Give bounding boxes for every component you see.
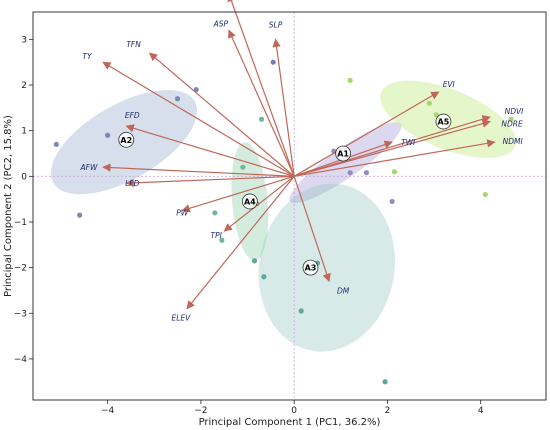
loading-label-ndvi: NDVI	[505, 107, 525, 116]
x-tick-label: −4	[101, 406, 115, 416]
y-tick-label: 1	[21, 127, 27, 137]
centroid-label-a3: A3	[305, 264, 317, 273]
axes: −4 −2 0 2 4 −4 −3 −2 −1 0 1 2 3	[14, 11, 547, 416]
data-point-a2-1	[77, 212, 83, 218]
centroid-marker-a1	[335, 145, 352, 162]
loading-label-efd: EFD	[125, 111, 140, 120]
y-tick-label: −2	[14, 264, 27, 274]
loading-arrow-dm	[293, 176, 331, 283]
loading-arrow-ty	[102, 61, 295, 177]
loading-arrow-slp	[272, 38, 295, 177]
loading-labels: SWSLPASPTFNTYEFDAFWLFDPWTPIELEVDMTWIEVIN…	[80, 19, 525, 323]
plot-frame	[32, 11, 547, 401]
data-point-a4-1	[219, 237, 225, 243]
loading-arrow-tpi	[223, 175, 295, 232]
ellipse-a1	[289, 122, 402, 204]
loading-label-slp: SLP	[269, 20, 283, 29]
data-point-a5-5	[391, 169, 398, 175]
centroid-marker-a3	[302, 259, 319, 276]
data-point-a1-1	[347, 170, 353, 176]
loading-arrow-afw	[102, 163, 295, 177]
loading-arrow-pw	[181, 175, 295, 213]
centroid-marker-a4	[241, 193, 258, 210]
data-point-a3-0	[298, 308, 304, 314]
data-point-a4-0	[212, 210, 218, 216]
x-tick-label: 2	[385, 406, 391, 416]
x-tick-label: 4	[478, 406, 484, 416]
loading-arrow-ndmi	[294, 139, 496, 177]
y-tick-label: 0	[21, 172, 27, 182]
data-point-a3-2	[261, 274, 267, 280]
x-tick-label: −2	[194, 406, 207, 416]
ellipse-a3	[258, 183, 395, 352]
loading-label-evi: EVI	[443, 80, 456, 89]
loading-arrow-lfd	[125, 175, 295, 188]
loading-label-tpi: TPI	[211, 231, 223, 240]
loading-arrow-elev	[186, 175, 295, 310]
y-axis-label: Principal Component 2 (PC2, 15.8%)	[3, 115, 14, 297]
loading-label-elev: ELEV	[172, 314, 192, 323]
loading-label-afw: AFW	[80, 163, 98, 172]
loading-label-ndre: NDRE	[501, 120, 523, 129]
data-point-a3-3	[251, 258, 258, 264]
y-tick-label: −3	[14, 309, 27, 319]
centroid-label-a5: A5	[438, 118, 450, 127]
data-point-a2-2	[174, 96, 181, 102]
loading-arrow-asp	[228, 29, 295, 177]
loading-arrow-ndre	[294, 119, 491, 177]
centroid-marker-a5	[435, 113, 452, 130]
centroid-label-a4: A4	[244, 197, 256, 206]
x-tick-label: 0	[291, 406, 297, 416]
loading-label-tfn: TFN	[126, 40, 141, 49]
data-point-a5-0	[347, 77, 353, 84]
centroid-label-a2: A2	[120, 136, 132, 145]
y-tick-label: −4	[14, 355, 28, 365]
data-point-a2-0	[53, 141, 59, 147]
y-tick-label: −1	[14, 218, 27, 228]
loading-arrow-sw	[227, 0, 295, 177]
data-point-a1-2	[363, 170, 370, 176]
data-point-a2-3	[193, 87, 199, 93]
y-tick-label: 2	[21, 81, 27, 91]
loading-arrow-tfn	[148, 52, 295, 177]
loading-label-ty: TY	[82, 52, 93, 61]
loading-arrow-efd	[125, 124, 295, 177]
group-ellipses	[50, 80, 517, 352]
x-axis-label: Principal Component 1 (PC1, 36.2%)	[199, 417, 381, 428]
data-point-a5-2	[433, 112, 440, 118]
y-tick-label: 3	[21, 35, 27, 45]
group-centroids: A1 A2 A3 A4 A5	[118, 113, 452, 276]
loading-label-asp: ASP	[213, 19, 229, 28]
loading-label-twi: TWI	[401, 138, 416, 147]
data-point-a4-3	[258, 116, 265, 122]
loading-label-lfd: LFD	[125, 179, 139, 188]
data-point-extra-0	[270, 59, 276, 65]
loading-arrow-evi	[293, 91, 440, 177]
loading-arrow-ndvi	[293, 115, 491, 177]
data-point-a4-2	[240, 164, 246, 170]
data-point-a2-4	[105, 132, 111, 138]
data-point-a3-1	[382, 379, 388, 385]
loading-label-pw: PW	[176, 209, 189, 218]
data-point-a5-1	[426, 100, 433, 106]
data-point-a5-4	[508, 116, 514, 122]
data-point-a5-3	[482, 191, 488, 198]
loading-label-ndmi: NDMI	[503, 137, 524, 146]
centroid-marker-a2	[118, 131, 135, 148]
centroid-label-a1: A1	[337, 150, 349, 159]
loading-arrows	[102, 0, 496, 310]
loading-label-dm: DM	[337, 286, 350, 295]
data-point-a1-3	[389, 198, 395, 205]
